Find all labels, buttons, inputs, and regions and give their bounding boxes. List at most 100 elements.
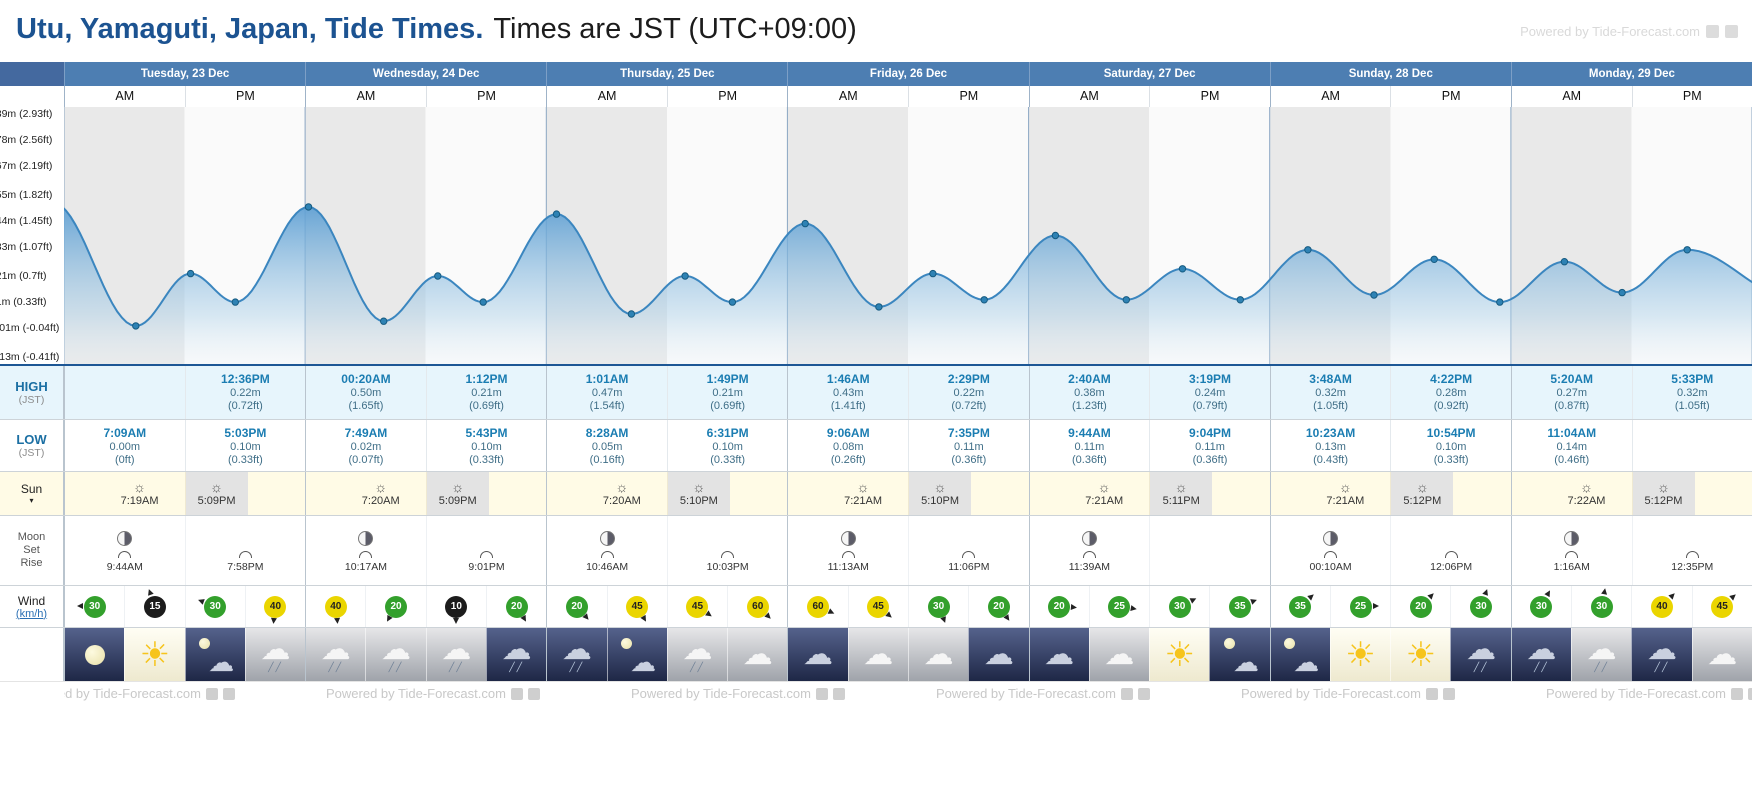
page-header: Utu, Yamaguti, Japan, Tide Times. Times a…: [0, 0, 1752, 62]
tide-curve-svg: [64, 107, 1752, 364]
rain-drops: ╱╱: [1533, 661, 1549, 672]
watermark-text: Powered by Tide-Forecast.com: [326, 686, 506, 701]
high-tide-height-ft: (0.87ft): [1554, 400, 1590, 412]
wind-speed: 20: [385, 595, 408, 618]
weather-moon-cloud-icon: ☁: [1209, 628, 1270, 681]
moon-cell: 11:13AM: [787, 516, 908, 585]
moon-glyph: [84, 644, 105, 665]
wind-badge: 45: [684, 594, 714, 620]
sunset-icon: ☼: [1174, 479, 1188, 495]
weather-rain-icon: ☁ ╱╱: [666, 628, 728, 681]
low-tide-cell: 7:09AM 0.00m (0ft): [64, 420, 185, 471]
high-tide-cell: 12:36PM 0.22m (0.72ft): [184, 366, 306, 419]
wind-speed: 35: [1228, 595, 1251, 618]
cloud-glyph: ☁: [803, 637, 834, 671]
weather-moon-icon: [64, 628, 125, 681]
high-tide-time: 3:48AM: [1309, 372, 1352, 386]
weather-cloud-icon: ☁: [968, 628, 1029, 681]
moonrise-icon: [238, 551, 252, 558]
weather-rain-icon: ☁ ╱╱: [305, 628, 366, 681]
sunset-cell: ☼ 5:12PM: [1390, 472, 1511, 515]
wind-speed: 15: [143, 595, 166, 618]
wind-cell: 30: [64, 586, 124, 627]
moon-cell: 10:46AM: [546, 516, 667, 585]
moon-event: 10:03PM: [707, 551, 749, 585]
wind-badge: 10: [443, 594, 469, 624]
y-axis-label: 0.78m (2.56ft): [0, 134, 53, 147]
sunrise-icon: ☼: [374, 479, 388, 495]
high-tide-time: 1:49PM: [706, 372, 749, 386]
social-icon: [1730, 687, 1743, 700]
moonrise-time: 12:35PM: [1671, 561, 1714, 573]
day-header-row: Tuesday, 23 Dec Wednesday, 24 Dec Thursday…: [0, 62, 1752, 86]
social-icon: [832, 687, 845, 700]
wind-direction-arrow: [1250, 597, 1258, 605]
pm-header: PM: [908, 86, 1029, 107]
high-tide-height-m: 0.28m: [1435, 387, 1467, 399]
footer-watermark: Powered by Tide-Forecast.com: [326, 686, 540, 701]
watermark-text: Powered by Tide-Forecast.com: [1520, 24, 1700, 39]
moon-cell: 9:01PM: [425, 516, 547, 585]
high-tide-time: 3:19PM: [1188, 372, 1231, 386]
moon-glyph: [199, 637, 211, 649]
sunrise-cell: ☼ 7:21AM: [787, 472, 908, 515]
wind-badge: 30: [1589, 587, 1615, 620]
moonrise-time: 10:03PM: [706, 561, 749, 573]
sun-label: Sun: [20, 482, 43, 496]
high-tide-cell: 2:29PM 0.22m (0.72ft): [908, 366, 1029, 419]
low-label: LOW: [16, 432, 47, 447]
high-tide-time: 2:40AM: [1068, 372, 1111, 386]
wind-badge: 20: [1046, 594, 1078, 620]
day-header-1: Tuesday, 23 Dec: [64, 62, 305, 86]
moonset-icon: [1082, 551, 1096, 558]
sunrise-icon: ☼: [1338, 479, 1352, 495]
sunrise-block: ☼ 7:21AM: [1314, 472, 1376, 515]
sunset-cell: ☼ 5:10PM: [666, 472, 788, 515]
low-tide-height-m: 0.11m: [1074, 441, 1105, 453]
wind-cell: 35: [1209, 586, 1269, 627]
social-icon: [815, 687, 828, 700]
high-tide-height-ft: (1.05ft): [1313, 400, 1348, 412]
sunset-cell: ☼ 5:12PM: [1631, 472, 1752, 515]
low-tide-height-ft: (0.43ft): [1313, 454, 1348, 466]
moon-event: 1:16AM: [1554, 531, 1590, 585]
sunrise-icon: ☼: [1580, 479, 1593, 495]
wind-speed: 30: [1168, 595, 1191, 618]
weather-rain-icon: ☁ ╱╱: [1450, 628, 1511, 681]
y-axis-label: -0.01m (-0.04ft): [0, 322, 60, 335]
wind-badge: 30: [1468, 588, 1494, 620]
high-tz-label: (JST): [18, 394, 45, 406]
high-tide-height-m: 0.21m: [471, 387, 502, 399]
wind-unit-link[interactable]: (km/h): [15, 607, 48, 620]
high-tide-cell: 4:22PM 0.28m (0.92ft): [1390, 366, 1511, 419]
weather-sun-icon: ☀: [1329, 628, 1391, 681]
sunset-time: 5:12PM: [1403, 495, 1442, 507]
low-tide-height-m: 0.10m: [1435, 441, 1467, 453]
wind-cell: 30: [1149, 586, 1209, 627]
low-tide-height-m: 0.08m: [832, 441, 864, 453]
footer-left-cover: [0, 682, 64, 706]
rain-drops: ╱╱: [388, 661, 404, 672]
low-tide-time: 7:49AM: [344, 426, 388, 440]
wind-speed: 35: [1289, 595, 1312, 618]
weather-rain-icon: ☁ ╱╱: [485, 628, 547, 681]
low-tide-height-ft: (0.16ft): [589, 454, 625, 466]
cloud-glyph: ☁: [1466, 632, 1497, 666]
wind-speed: 10: [445, 595, 468, 618]
y-axis-label: 0.44m (1.45ft): [0, 215, 53, 228]
moonset-time: 00:10AM: [1309, 561, 1352, 573]
low-tide-time: 7:09AM: [103, 426, 147, 440]
moon-event: 10:46AM: [586, 531, 628, 585]
high-tide-cell: [64, 366, 185, 419]
footer-watermark: Powered by Tide-Forecast.com: [21, 686, 235, 701]
moon-event: 12:35PM: [1671, 551, 1713, 585]
low-tide-cell: 10:54PM 0.10m (0.33ft): [1390, 420, 1511, 471]
wind-cell: 10: [425, 586, 486, 627]
sun-glyph: ☀: [1405, 635, 1437, 674]
sunset-block: ☼ 5:09PM: [426, 472, 489, 515]
pm-header: PM: [184, 86, 306, 107]
header-watermark: Powered by Tide-Forecast.com: [1520, 24, 1738, 39]
low-tide-cell: 7:35PM 0.11m (0.36ft): [908, 420, 1029, 471]
rain-drops: ╱╱: [268, 661, 283, 672]
sun-expand-caret-icon[interactable]: ▾: [29, 496, 34, 505]
